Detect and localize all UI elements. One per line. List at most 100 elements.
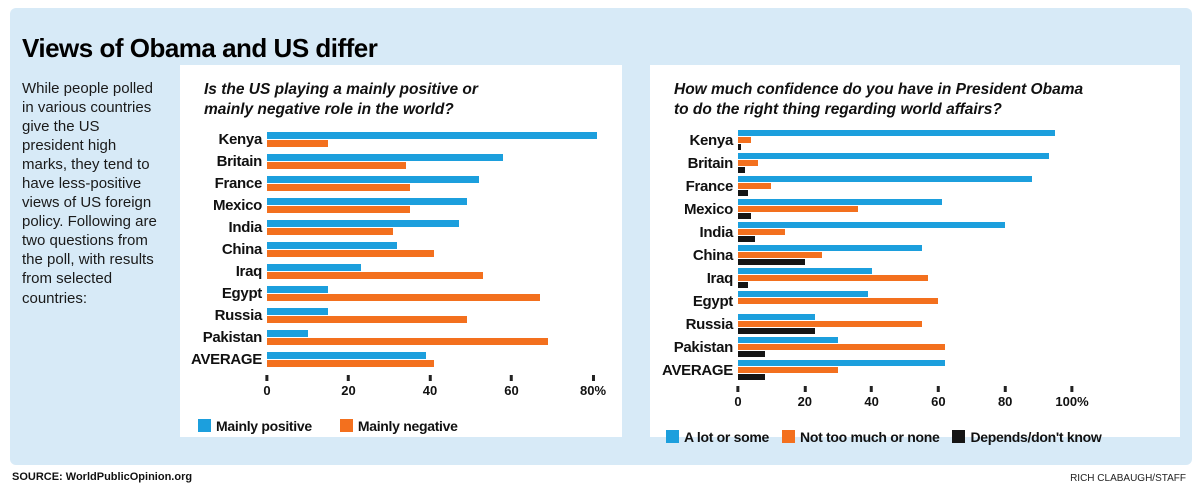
bar-depends-don-t-know: [738, 282, 749, 289]
bar-group: [738, 267, 1072, 289]
tick-label: 40: [422, 382, 438, 398]
bar-mainly-positive: [267, 285, 329, 293]
tick-label: 20: [797, 393, 813, 409]
bar-group: [267, 241, 593, 258]
axis-tick: 80%: [579, 374, 607, 398]
bar-a-lot-or-some: [738, 337, 839, 344]
bar-row-china: China: [650, 244, 1180, 267]
country-label: Mexico: [212, 197, 262, 215]
bar-mainly-positive: [267, 329, 308, 337]
x-axis: 0 20 40 60 80 100%: [734, 385, 1089, 418]
bar-mainly-negative: [267, 359, 435, 367]
tick-label: 80%: [579, 382, 607, 398]
bar-group: [267, 197, 593, 214]
tick-label: 100%: [1055, 393, 1089, 409]
page-title: Views of Obama and US differ: [22, 33, 378, 64]
bar-mainly-negative: [267, 249, 435, 257]
bar-a-lot-or-some: [738, 268, 872, 275]
bar-a-lot-or-some: [738, 199, 942, 206]
country-label: Britain: [687, 154, 734, 172]
bar-group: [738, 244, 1072, 266]
bar-group: [738, 175, 1072, 197]
bar-row-india: India: [650, 221, 1180, 244]
bar-row-iraq: Iraq: [180, 261, 622, 283]
bar-group: [267, 263, 593, 280]
bar-group: [738, 290, 1072, 312]
bar-mainly-positive: [267, 197, 467, 205]
bar-group: [267, 219, 593, 236]
country-label: Iraq: [235, 263, 263, 281]
country-label: Iraq: [706, 269, 734, 287]
bar-row-average: AVERAGE: [650, 359, 1180, 382]
intro-text: While people polled in various countries…: [22, 80, 157, 307]
bar-mainly-negative: [267, 161, 406, 169]
bar-a-lot-or-some: [738, 291, 869, 298]
bar-depends-don-t-know: [738, 213, 752, 220]
bar-a-lot-or-some: [738, 130, 1056, 137]
legend: A lot or some Not too much or none Depends…: [666, 429, 1180, 445]
bar-row-russia: Russia: [650, 313, 1180, 336]
bar-group: [267, 153, 593, 170]
question-line: Is the US playing a mainly positive or: [204, 81, 478, 98]
bar-mainly-positive: [267, 351, 426, 359]
bar-a-lot-or-some: [738, 314, 815, 321]
bar-a-lot-or-some: [738, 245, 922, 252]
tick-mark: [510, 374, 513, 381]
bar-a-lot-or-some: [738, 153, 1049, 160]
legend-label: Depends/don't know: [970, 428, 1102, 445]
bar-row-france: France: [650, 175, 1180, 198]
bar-row-kenya: Kenya: [650, 129, 1180, 152]
country-label: China: [692, 246, 733, 264]
bar-not-too-much-or-none: [738, 206, 859, 213]
bar-not-too-much-or-none: [738, 183, 772, 190]
tick-mark: [265, 374, 269, 381]
bar-row-britain: Britain: [180, 151, 622, 173]
bar-row-mexico: Mexico: [650, 198, 1180, 221]
bar-group: [738, 221, 1072, 243]
tick-label: 0: [263, 382, 271, 398]
legend: Mainly positive Mainly negative: [198, 418, 622, 434]
tick-mark: [870, 385, 874, 392]
bar-not-too-much-or-none: [738, 298, 939, 305]
obama-confidence-chart-panel: How much confidence do you have in Presi…: [650, 65, 1180, 445]
country-label: Kenya: [689, 131, 733, 149]
axis-tick: 60: [504, 374, 519, 398]
bar-row-india: India: [180, 217, 622, 239]
country-label: France: [214, 175, 263, 193]
bar-depends-don-t-know: [738, 328, 815, 335]
bar-row-pakistan: Pakistan: [650, 336, 1180, 359]
bar-group: [738, 152, 1072, 174]
bar-group: [738, 129, 1072, 151]
bar-mainly-negative: [267, 227, 394, 235]
country-label: AVERAGE: [191, 351, 262, 369]
bar-row-kenya: Kenya: [180, 129, 622, 151]
bar-mainly-negative: [267, 315, 467, 323]
question-line: How much confidence do you have in Presi…: [674, 81, 1084, 98]
bar-depends-don-t-know: [738, 144, 742, 151]
country-label: AVERAGE: [662, 361, 733, 379]
country-label: Kenya: [218, 131, 262, 149]
bar-group: [267, 307, 593, 324]
chart-rows: Kenya Britain France Mexico India China Iraq Eg…: [180, 129, 622, 371]
bar-mainly-negative: [267, 337, 549, 345]
country-label: India: [228, 219, 262, 237]
axis-tick: 0: [734, 385, 742, 409]
legend-label: Mainly positive: [216, 417, 312, 434]
tick-label: 20: [341, 382, 356, 398]
bar-mainly-negative: [267, 183, 410, 191]
obama-confidence-question: How much confidence do you have in Presi…: [674, 80, 1180, 120]
x-axis: 0 20 40 60 80%: [263, 374, 606, 407]
legend-item-mainly-negative: Mainly negative: [339, 418, 458, 434]
bar-row-pakistan: Pakistan: [180, 327, 622, 349]
bar-not-too-much-or-none: [738, 321, 922, 328]
country-label: Russia: [685, 315, 734, 333]
bar-depends-don-t-know: [738, 167, 745, 174]
bar-mainly-positive: [267, 307, 329, 315]
bar-not-too-much-or-none: [738, 344, 946, 351]
country-label: Britain: [216, 153, 263, 171]
bar-row-france: France: [180, 173, 622, 195]
tick-mark: [1003, 385, 1007, 392]
country-label: Russia: [214, 307, 263, 325]
bar-mainly-positive: [267, 131, 598, 139]
bar-group: [267, 329, 593, 346]
